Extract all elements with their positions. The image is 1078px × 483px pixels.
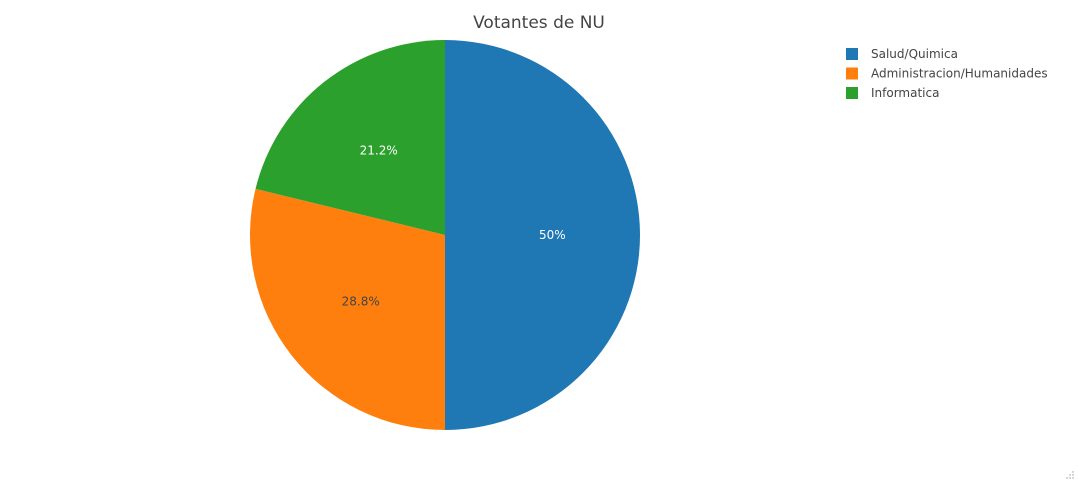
resize-handle-icon[interactable] <box>1066 471 1074 479</box>
chart-title: Votantes de NU <box>473 13 605 33</box>
legend-label: Administracion/Humanidades <box>871 67 1048 81</box>
pie-slice-2[interactable] <box>249 188 445 430</box>
legend-swatch <box>846 67 858 80</box>
legend-label: Salud/Quimica <box>871 47 958 61</box>
slice-label-3: 21.2% <box>360 144 398 158</box>
legend-item-3[interactable]: Informatica <box>846 86 939 100</box>
pie-slice-1[interactable] <box>445 40 640 430</box>
pie-slices <box>249 40 640 430</box>
legend-swatch <box>846 48 858 60</box>
slice-label-1: 50% <box>539 228 566 242</box>
legend: Salud/Quimica Administracion/Humanidades I… <box>846 47 1048 100</box>
legend-item-2[interactable]: Administracion/Humanidades <box>846 67 1048 81</box>
slice-label-2: 28.8% <box>342 294 380 308</box>
legend-label: Informatica <box>871 86 939 100</box>
slice-labels: 50% 28.8% 21.2% <box>342 144 566 309</box>
legend-swatch <box>846 87 858 99</box>
legend-item-1[interactable]: Salud/Quimica <box>846 47 958 61</box>
pie-slice-3[interactable] <box>255 40 445 235</box>
